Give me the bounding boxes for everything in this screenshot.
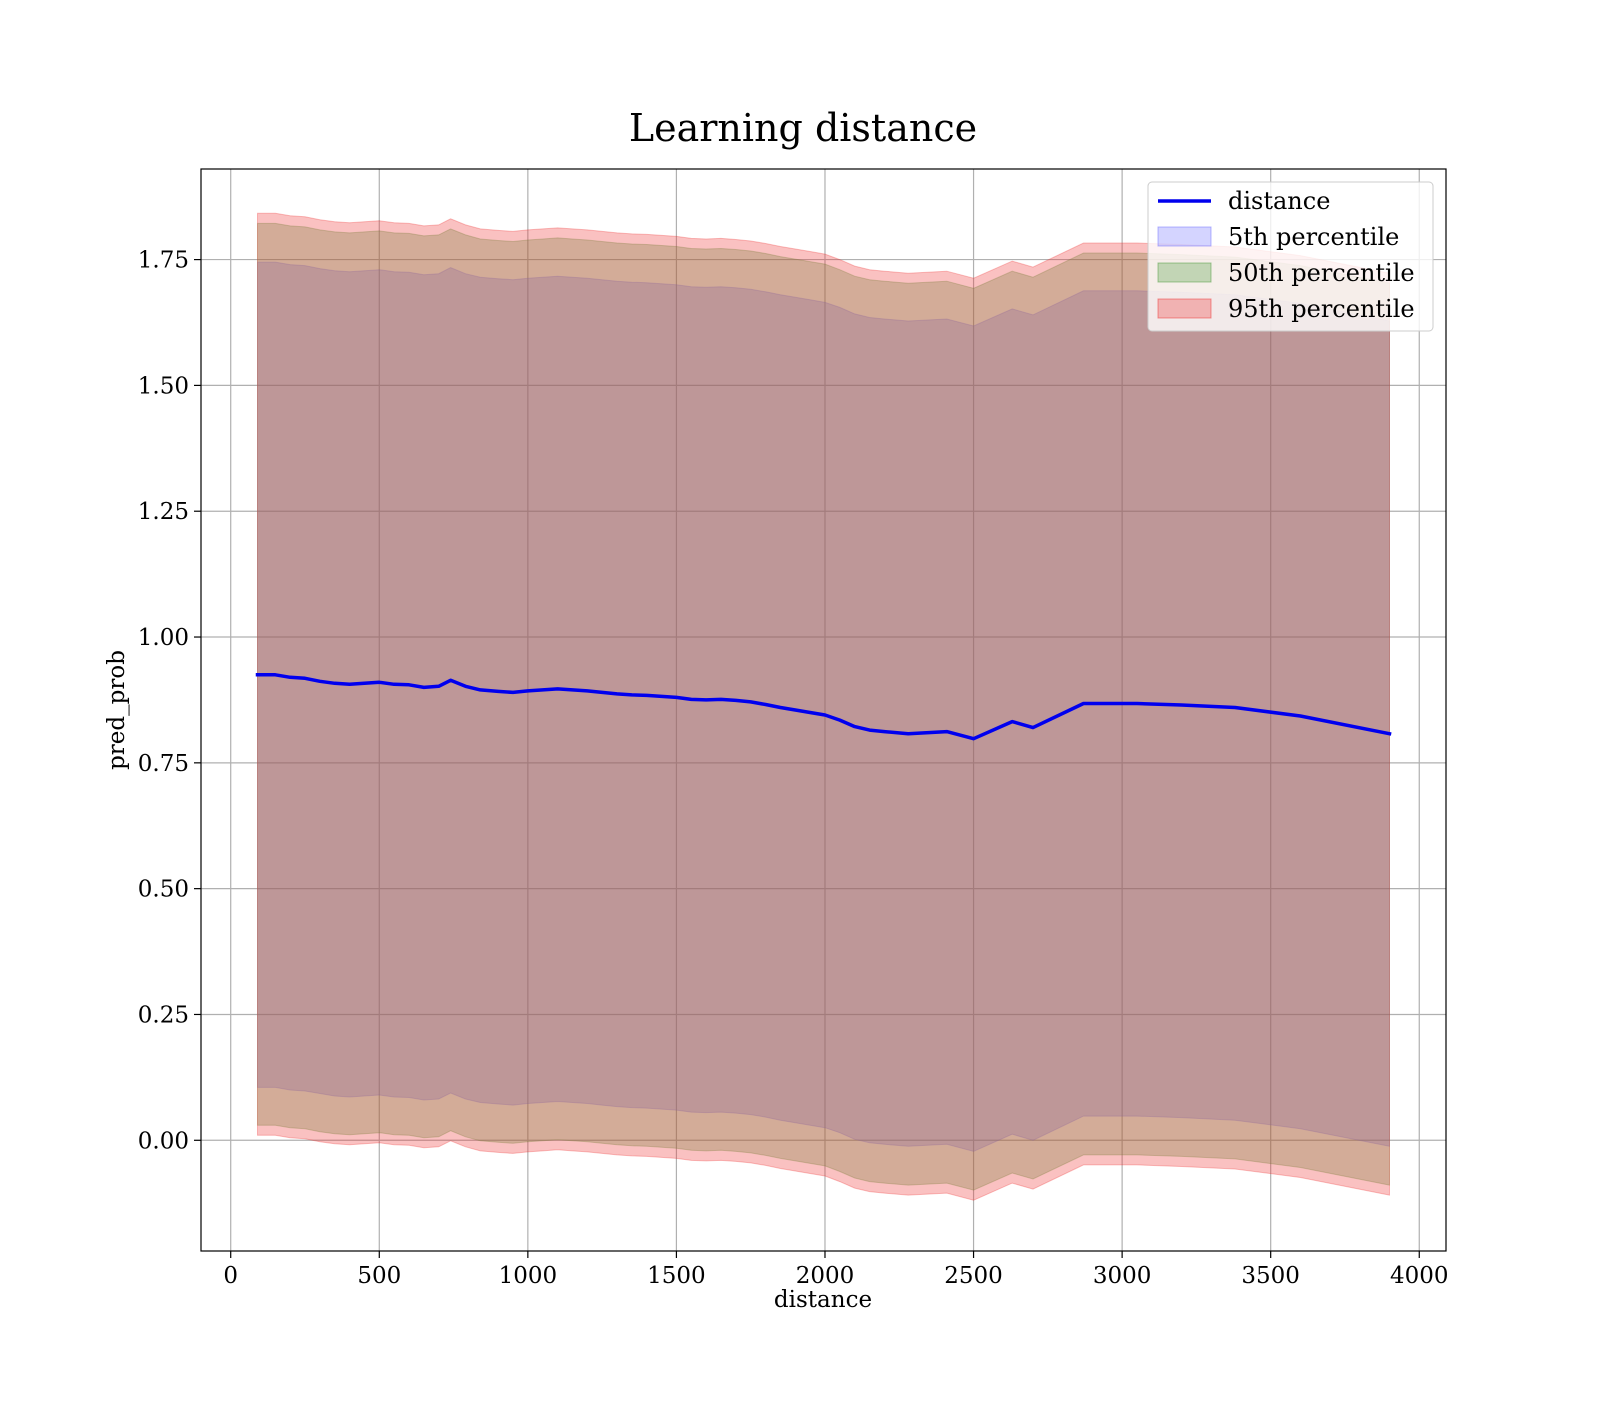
legend-box (1147, 181, 1434, 332)
y-tick-label: 1.25 (138, 499, 189, 525)
x-tick-label: 2500 (944, 1263, 1003, 1289)
y-tick-label: 0.50 (138, 877, 189, 903)
plot-frame (200, 168, 1447, 1252)
band-50th-percentile (257, 222, 1390, 1191)
legend-label-95th-percentile: 95th percentile (1228, 295, 1415, 323)
legend-label-50th-percentile: 50th percentile (1228, 259, 1415, 287)
grid-layer (201, 169, 1446, 1251)
line-distance (255, 673, 1392, 741)
x-axis: 0 500 1000 1500 2000 2500 3000 3500 4000 (223, 1251, 1449, 1289)
x-tick-label: 2000 (796, 1263, 855, 1289)
x-tick-label: 500 (357, 1263, 401, 1289)
y-axis-label: pred_prob (104, 650, 130, 770)
y-tick-label: 0.00 (138, 1128, 189, 1154)
legend-swatch-50th-percentile (1157, 262, 1212, 283)
line-layer (255, 673, 1392, 741)
band-layer (257, 212, 1390, 1201)
legend: distance 5th percentile 50th percentile … (1147, 181, 1434, 332)
x-axis-label: distance (774, 1287, 872, 1313)
x-tick-label: 1000 (499, 1263, 558, 1289)
x-tick-label: 3500 (1241, 1263, 1300, 1289)
band-5th-percentile (257, 261, 1390, 1152)
y-tick-label: 0.25 (138, 1002, 189, 1028)
chart-title: Learning distance (629, 106, 977, 150)
legend-swatch-5th-percentile (1157, 226, 1212, 247)
x-tick-label: 1500 (647, 1263, 706, 1289)
x-tick-label: 4000 (1390, 1263, 1449, 1289)
legend-label-distance: distance (1228, 187, 1330, 215)
y-tick-label: 1.50 (138, 373, 189, 399)
legend-label-5th-percentile: 5th percentile (1228, 223, 1399, 251)
legend-swatch-95th-percentile (1157, 298, 1212, 319)
y-tick-label: 0.75 (138, 751, 189, 777)
x-tick-label: 0 (223, 1263, 238, 1289)
y-tick-label: 1.75 (138, 248, 189, 274)
x-tick-label: 3000 (1093, 1263, 1152, 1289)
band-95th-percentile (257, 212, 1390, 1201)
y-axis: 0.00 0.25 0.50 0.75 1.00 1.25 1.50 1.75 (138, 248, 201, 1154)
y-tick-label: 1.00 (138, 625, 189, 651)
